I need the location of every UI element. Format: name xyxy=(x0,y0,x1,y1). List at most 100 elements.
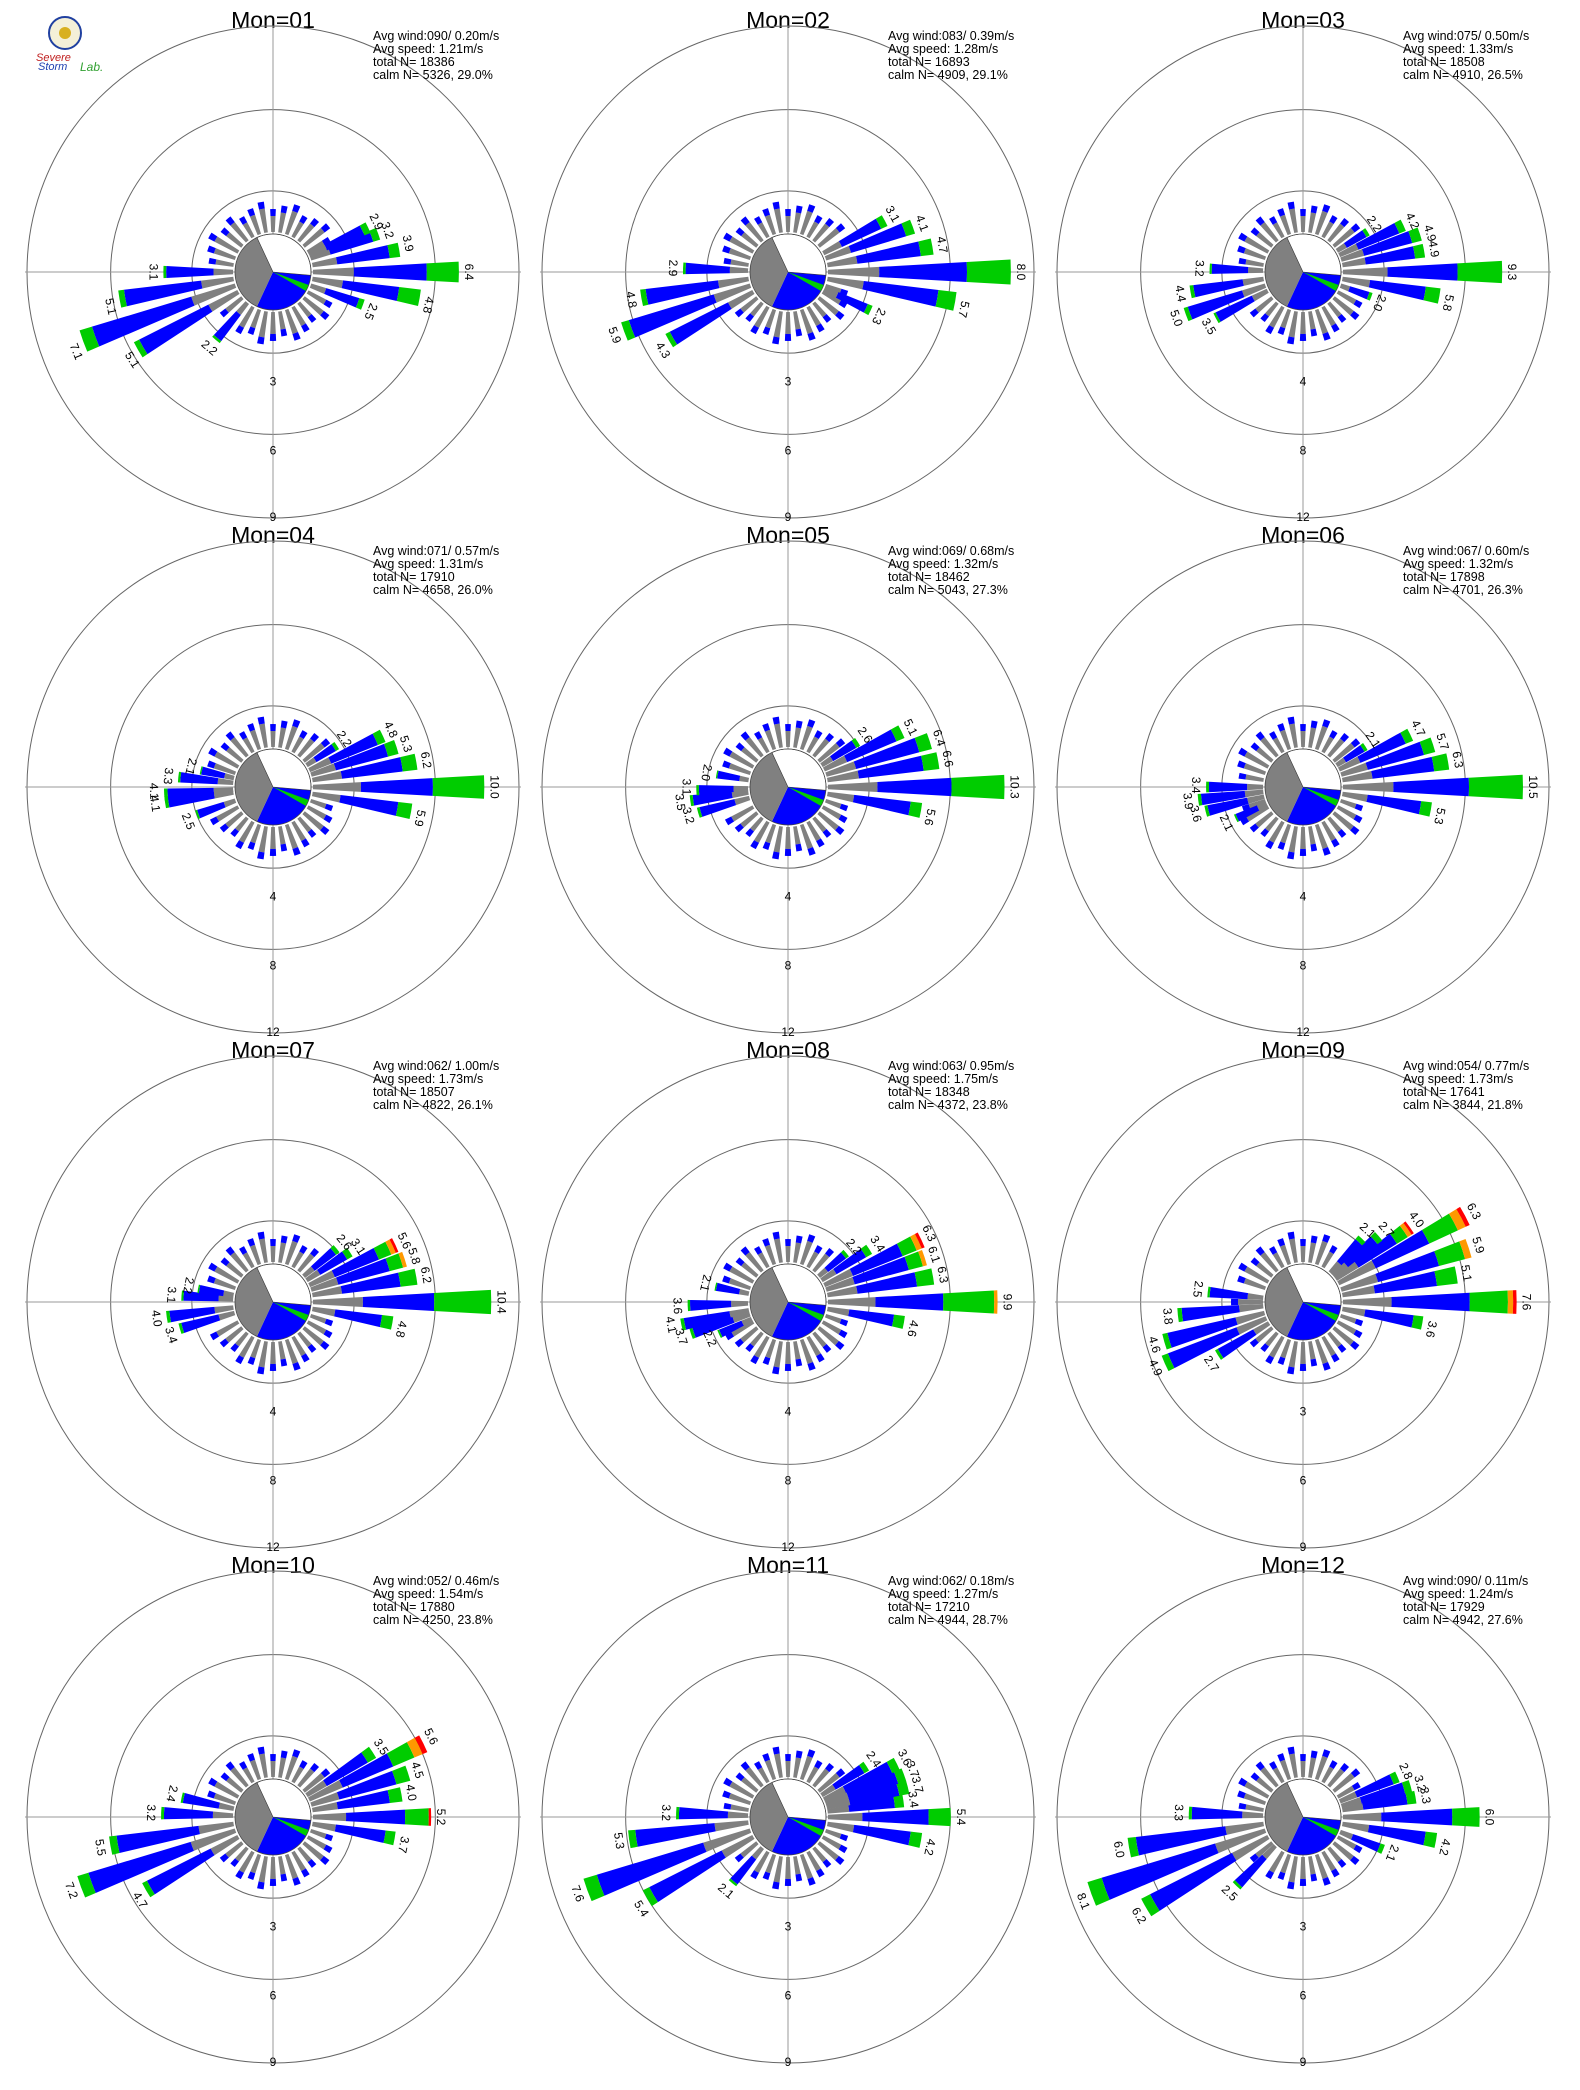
panel-info-line: Avg wind:062/ 1.00m/s xyxy=(373,1059,499,1073)
bar-value-label: 4.1 xyxy=(147,783,162,800)
ring-label: 8 xyxy=(270,959,277,973)
spoke-blue xyxy=(839,1318,849,1327)
bar-segment-green xyxy=(1188,1806,1193,1820)
spoke-blue xyxy=(772,851,780,860)
spoke-blue xyxy=(1337,313,1347,323)
spoke-blue xyxy=(1269,216,1278,225)
panel-info-line: Avg speed: 1.24m/s xyxy=(1403,1587,1513,1601)
bar-value-label: 4.8 xyxy=(420,295,437,315)
bar-segment-blue xyxy=(323,1752,368,1787)
spoke-blue xyxy=(1337,1858,1347,1868)
bar-segment-gray xyxy=(1341,1803,1364,1813)
spoke-gray xyxy=(765,308,777,329)
spoke-blue xyxy=(247,1871,256,1880)
spoke-blue xyxy=(292,1362,301,1371)
spoke-blue xyxy=(735,742,745,752)
bar-segment-green xyxy=(1209,263,1213,274)
bar-segment-blue xyxy=(1359,1782,1406,1804)
ring-label: 6 xyxy=(270,444,277,458)
bar-value-label: 5.5 xyxy=(92,1838,109,1857)
panel-info-line: total N= 18386 xyxy=(373,55,455,69)
spoke-blue xyxy=(1350,1768,1361,1778)
calm-sector-blue-2 xyxy=(273,1302,311,1315)
ring-label: 6 xyxy=(1300,1989,1307,2003)
spoke-gray xyxy=(1272,737,1285,754)
spoke-blue xyxy=(784,333,792,341)
bar-segment-green xyxy=(433,1289,492,1315)
spoke-gray xyxy=(1300,731,1306,748)
spoke-gray xyxy=(1321,1850,1336,1872)
spoke-blue xyxy=(323,814,333,824)
bar-segment-blue xyxy=(635,1823,716,1847)
bar-segment-green xyxy=(1215,1348,1224,1360)
bar-segment-gray xyxy=(1341,771,1373,783)
spoke-blue xyxy=(220,1257,230,1267)
spoke-gray xyxy=(1244,751,1270,769)
bar-segment-blue xyxy=(685,262,731,275)
calm-sector-blue-2 xyxy=(1303,1817,1341,1830)
bar-segment-blue xyxy=(336,1790,390,1810)
spoke-gray xyxy=(258,1856,268,1883)
spoke-blue xyxy=(784,1363,792,1372)
bar-segment-blue xyxy=(856,1272,918,1294)
bar-segment-gray xyxy=(822,755,848,772)
spoke-gray xyxy=(817,811,839,831)
bar-segment-blue xyxy=(139,304,213,355)
spoke-gray xyxy=(757,1767,770,1784)
spoke-gray xyxy=(1336,290,1357,305)
bar-segment-green xyxy=(1213,312,1221,324)
bar-segment-gray xyxy=(309,283,327,294)
spoke-blue xyxy=(219,823,229,833)
spoke-gray xyxy=(1255,296,1274,313)
spoke-gray xyxy=(824,798,842,809)
bar-segment-gray xyxy=(1337,756,1361,772)
bar-segment-gray xyxy=(729,1308,750,1318)
bar-segment-green xyxy=(715,770,719,779)
bar-segment-blue xyxy=(88,1841,194,1893)
bar-segment-gray xyxy=(1341,276,1371,288)
bar-value-label: 3.3 xyxy=(161,767,177,785)
calm-sector-blue-2 xyxy=(1303,787,1341,800)
spoke-gray xyxy=(235,816,249,832)
spoke-gray xyxy=(754,820,770,843)
bar-value-label: 6.4 xyxy=(462,264,476,281)
bar-segment-gray xyxy=(218,1802,235,1811)
bar-segment-green xyxy=(665,331,678,348)
calm-circle xyxy=(1264,233,1342,311)
bar-segment-blue xyxy=(213,311,241,342)
spoke-gray xyxy=(225,1326,244,1343)
bar-segment-blue xyxy=(333,743,389,771)
spoke-gray xyxy=(785,1341,791,1364)
spoke-blue xyxy=(807,1877,816,1886)
bar-value-label: 6.3 xyxy=(934,1265,951,1284)
spoke-blue xyxy=(280,1873,288,1882)
spoke-blue xyxy=(814,1245,823,1254)
calm-sector-blue-2 xyxy=(273,1817,311,1830)
spoke-blue xyxy=(1353,299,1363,309)
spoke-gray xyxy=(250,1338,262,1359)
bar-segment-green xyxy=(373,1241,392,1260)
bar-segment-green xyxy=(642,1887,658,1907)
bar-segment-green xyxy=(1405,1790,1417,1805)
bar-value-label: 5.0 xyxy=(1167,308,1186,329)
bar-segment-gray xyxy=(717,276,750,289)
spoke-blue xyxy=(1310,205,1318,214)
ring-label: 9 xyxy=(1300,1540,1307,1554)
bar-segment-green xyxy=(896,1780,910,1796)
spoke-gray xyxy=(806,1766,819,1784)
bar-segment-blue xyxy=(1191,1806,1243,1820)
bar-segment-green xyxy=(728,1878,738,1887)
bar-segment-gray xyxy=(826,256,858,268)
spoke-blue xyxy=(740,1761,750,1771)
spoke-blue xyxy=(1331,323,1340,333)
spoke-blue xyxy=(1237,245,1246,254)
bar-value-label: 5.7 xyxy=(955,300,972,320)
bar-segment-gray xyxy=(311,791,341,803)
bar-segment-red xyxy=(1456,1206,1470,1227)
spoke-gray xyxy=(1336,1320,1357,1335)
spoke-gray xyxy=(729,236,755,254)
bar-segment-green xyxy=(77,1872,96,1898)
calm-sector-gray xyxy=(749,752,788,822)
bar-value-label: 3.3 xyxy=(1417,1786,1434,1805)
bar-segment-blue xyxy=(692,1316,735,1338)
